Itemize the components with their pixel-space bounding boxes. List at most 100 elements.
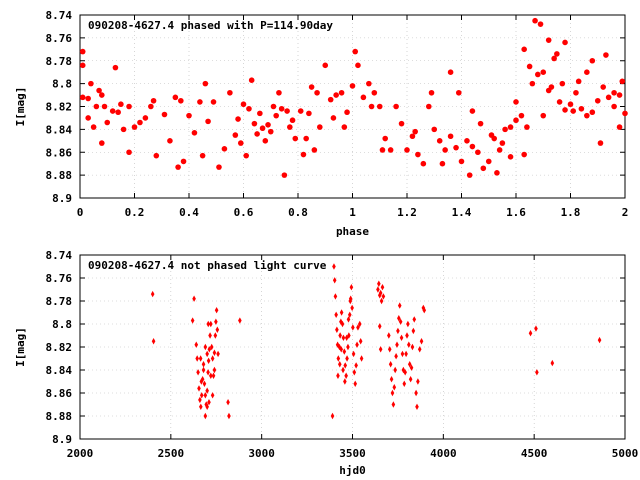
data-point xyxy=(339,346,344,353)
data-point xyxy=(341,124,348,130)
data-point xyxy=(406,320,410,328)
data-point xyxy=(201,361,206,368)
data-point xyxy=(276,89,282,96)
data-point xyxy=(112,64,119,71)
data-point xyxy=(297,108,304,114)
data-point xyxy=(419,338,424,345)
data-point xyxy=(265,122,271,128)
data-point xyxy=(534,325,538,332)
data-point xyxy=(79,62,86,69)
data-point xyxy=(190,317,195,324)
y-tick-label: 8.76 xyxy=(46,272,73,285)
data-point xyxy=(415,151,421,158)
data-point xyxy=(507,154,514,160)
data-point xyxy=(216,164,222,170)
data-point xyxy=(412,128,418,135)
data-point xyxy=(499,140,506,146)
data-point xyxy=(300,151,307,158)
data-point xyxy=(409,364,414,371)
data-point xyxy=(393,366,397,374)
data-point xyxy=(201,366,206,374)
data-point xyxy=(79,94,86,101)
data-point xyxy=(480,165,487,172)
data-point xyxy=(431,126,438,133)
data-point xyxy=(377,280,381,287)
data-point xyxy=(550,359,555,367)
data-point xyxy=(611,103,617,110)
data-point xyxy=(197,385,201,392)
data-point xyxy=(227,412,231,420)
data-point xyxy=(559,80,566,87)
data-point xyxy=(404,147,410,153)
data-point xyxy=(611,89,617,96)
data-point xyxy=(409,133,416,140)
data-point xyxy=(206,357,211,364)
data-point xyxy=(357,320,362,328)
data-point xyxy=(589,57,596,64)
data-point xyxy=(466,172,473,178)
data-point xyxy=(161,111,168,118)
data-point xyxy=(317,124,323,130)
data-point xyxy=(379,297,384,305)
data-point xyxy=(287,124,293,130)
data-point xyxy=(378,346,383,353)
data-point xyxy=(391,401,396,408)
data-point xyxy=(359,355,364,362)
x-tick-label: 1.4 xyxy=(452,206,472,219)
data-point xyxy=(210,392,215,399)
data-point xyxy=(377,323,382,330)
data-point xyxy=(350,304,354,312)
data-point xyxy=(488,132,495,138)
data-point xyxy=(303,135,309,142)
y-tick-label: 8.74 xyxy=(46,9,73,22)
data-point xyxy=(358,338,363,345)
data-point xyxy=(334,311,338,318)
data-point xyxy=(414,389,418,397)
data-point xyxy=(622,110,628,117)
data-point xyxy=(387,346,392,353)
data-point xyxy=(340,320,345,328)
data-point xyxy=(248,77,255,83)
x-tick-label: 5000 xyxy=(612,447,639,460)
data-point xyxy=(548,84,555,90)
y-tick-label: 8.8 xyxy=(52,78,72,91)
x-tick-label: 1.8 xyxy=(561,206,581,219)
data-point xyxy=(410,343,415,351)
data-point xyxy=(562,107,568,113)
data-point xyxy=(205,350,209,358)
data-point xyxy=(267,128,274,135)
data-point xyxy=(205,118,211,125)
data-point xyxy=(349,83,356,89)
y-tick-label: 8.88 xyxy=(46,169,73,182)
data-point xyxy=(403,369,407,376)
data-point xyxy=(382,135,389,142)
data-point xyxy=(387,332,391,339)
data-point xyxy=(351,324,355,331)
data-point xyxy=(616,124,623,130)
data-point xyxy=(308,84,315,90)
data-point xyxy=(347,311,352,318)
data-point xyxy=(407,361,412,368)
y-tick-label: 8.9 xyxy=(52,433,72,446)
data-point xyxy=(199,152,206,159)
x-axis-label: hjd0 xyxy=(339,464,366,477)
data-point xyxy=(524,124,530,130)
data-point xyxy=(402,380,407,387)
data-point xyxy=(338,332,342,339)
data-point xyxy=(343,362,348,369)
x-tick-label: 2500 xyxy=(158,447,185,460)
data-point xyxy=(131,124,138,130)
data-point xyxy=(314,89,320,96)
data-point xyxy=(381,293,386,300)
data-point xyxy=(404,350,408,358)
data-point xyxy=(137,119,143,126)
data-point xyxy=(180,158,187,165)
data-point xyxy=(578,105,585,112)
data-point xyxy=(243,152,250,159)
data-point xyxy=(378,289,383,297)
data-point xyxy=(392,384,397,391)
x-tick-label: 1 xyxy=(349,206,356,219)
data-point xyxy=(238,317,242,324)
data-point xyxy=(322,62,329,69)
